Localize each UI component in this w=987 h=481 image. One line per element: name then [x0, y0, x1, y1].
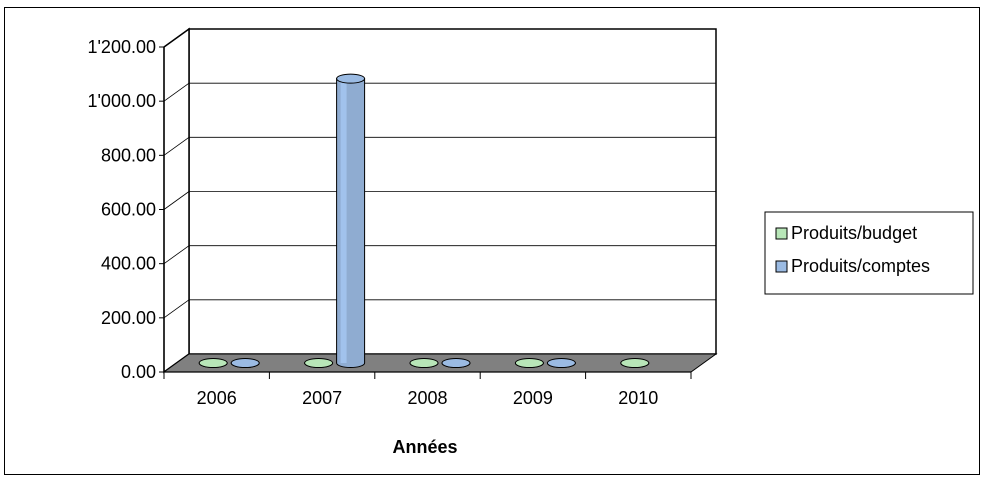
bar-produits-budget-2010: [620, 358, 650, 368]
y-tick-label: 400.00: [101, 254, 156, 274]
x-tick-labels: 2006 2007 2008 2009 2010: [197, 388, 659, 408]
bar-produits-budget-2009: [514, 358, 544, 368]
bar-top: [409, 358, 439, 368]
chart-bars: [198, 73, 650, 368]
bar-top: [620, 358, 650, 368]
bar-top: [336, 73, 366, 84]
chart-axes: [159, 46, 692, 379]
x-tick-label: 2008: [407, 388, 447, 408]
legend-swatch-0: [775, 227, 788, 240]
y-tick-label: 800.00: [101, 145, 156, 165]
bar-shine: [340, 78, 347, 363]
x-tick-label: 2006: [197, 388, 237, 408]
x-tick-label: 2007: [302, 388, 342, 408]
gridline-side: [163, 82, 190, 102]
bar-produits-comptes-2009: [546, 358, 576, 368]
y-tick-label: 200.00: [101, 308, 156, 328]
chart-walls: [163, 27, 717, 374]
legend-label-1: Produits/comptes: [791, 256, 930, 276]
gridline-side: [163, 299, 190, 319]
legend-item-1: Produits/comptes: [775, 256, 930, 276]
chart-plot: 0.00 200.00 400.00 600.00 800.00 1'000.00 1'20…: [87, 27, 974, 457]
bar-top: [198, 358, 228, 368]
bar-produits-comptes-2008: [441, 358, 471, 368]
gridline-side: [163, 137, 190, 156]
y-tick-label: 600.00: [101, 200, 156, 220]
bar-top: [514, 358, 544, 368]
gridline-side: [163, 28, 190, 48]
bar-produits-comptes-2007: [336, 73, 366, 368]
bar-top: [441, 358, 471, 368]
bar-produits-budget-2007: [304, 358, 334, 368]
y-tick-label: 1'000.00: [87, 91, 156, 111]
x-tick-label: 2009: [513, 388, 553, 408]
legend-item-0: Produits/budget: [775, 223, 917, 243]
bar-top: [546, 358, 576, 368]
bar-top: [304, 358, 334, 368]
bar-top: [230, 358, 260, 368]
chart-legend: Produits/budget Produits/comptes: [764, 211, 974, 295]
legend-swatch-1: [775, 260, 788, 273]
legend-box: [764, 211, 974, 295]
chart-area: 0.00 200.00 400.00 600.00 800.00 1'000.00 1'20…: [4, 7, 980, 475]
bar-produits-budget-2008: [409, 358, 439, 368]
bar-produits-comptes-2006: [230, 358, 260, 368]
bar-produits-budget-2006: [198, 358, 228, 368]
legend-label-0: Produits/budget: [791, 223, 917, 243]
y-tick-label: 0.00: [121, 362, 156, 382]
gridline-side: [163, 245, 190, 264]
gridline-side: [163, 191, 190, 210]
x-tick-label: 2010: [618, 388, 658, 408]
y-tick-labels: 0.00 200.00 400.00 600.00 800.00 1'000.00 1'20…: [87, 37, 156, 382]
chart-gridlines: [163, 28, 716, 319]
y-tick-label: 1'200.00: [87, 37, 156, 57]
x-axis-title: Années: [392, 437, 457, 457]
